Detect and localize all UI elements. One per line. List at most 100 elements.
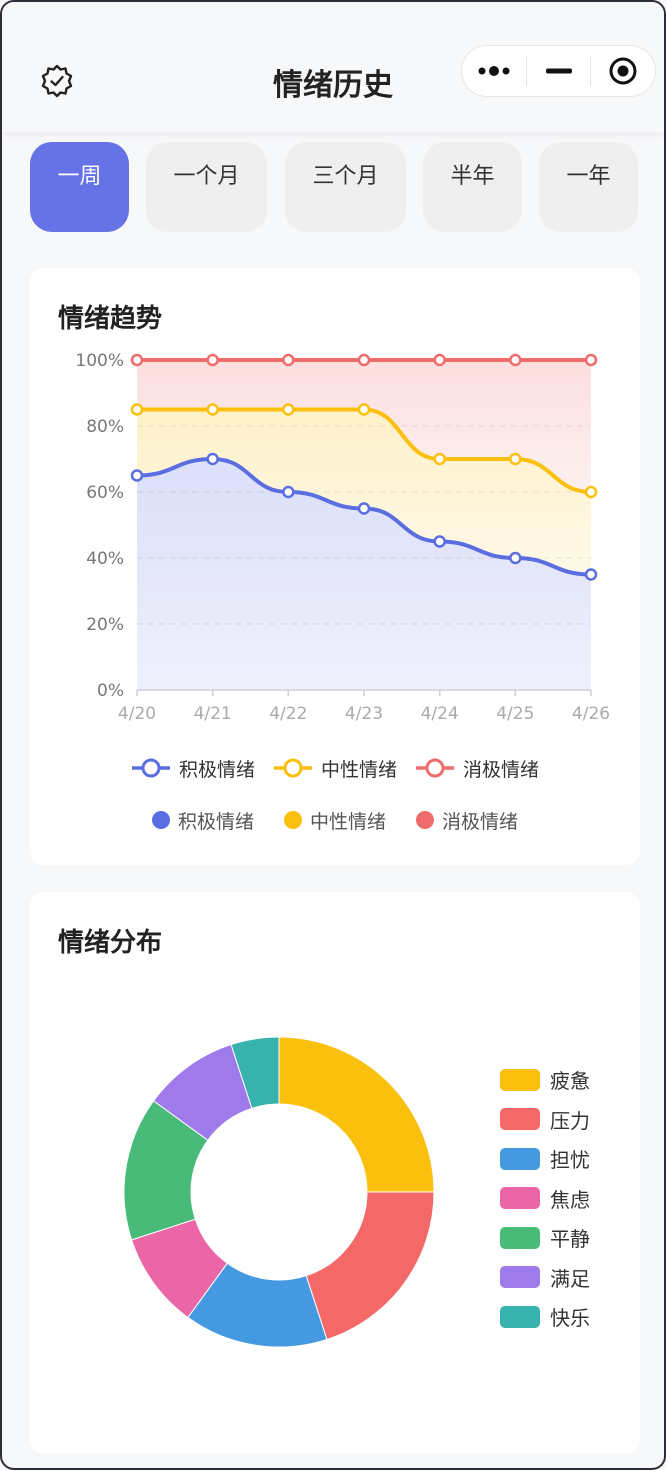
data-point-negative[interactable] [433, 353, 446, 367]
x-tick-label: 4/22 [269, 704, 307, 724]
legend-dot-marker [416, 811, 434, 829]
legend-label: 焦虑 [550, 1187, 590, 1212]
legend-line-item[interactable]: 消极情绪 [415, 755, 539, 782]
legend-dot-item[interactable]: 消极情绪 [416, 807, 518, 834]
data-point-neutral[interactable] [282, 403, 295, 416]
data-point-neutral[interactable] [509, 452, 522, 466]
tab-three-months[interactable]: 三个月 [285, 142, 406, 232]
x-tick-label: 4/26 [572, 704, 610, 724]
legend-line-marker-icon [416, 758, 454, 778]
data-point-negative[interactable] [130, 353, 144, 367]
distribution-legend-item[interactable]: 压力 [500, 1100, 630, 1140]
distribution-legend-item[interactable]: 快乐 [500, 1297, 630, 1337]
settings-button[interactable] [38, 62, 76, 100]
distribution-legend: 疲惫压力担忧焦虑平静满足快乐 [500, 1060, 630, 1337]
legend-label: 疲惫 [550, 1069, 590, 1094]
legend-swatch [500, 1305, 540, 1328]
y-tick-label: 60% [86, 483, 124, 503]
data-point-positive[interactable] [282, 485, 295, 499]
legend-line-item[interactable]: 中性情绪 [273, 755, 397, 782]
data-point-neutral[interactable] [206, 403, 219, 416]
legend-line-marker-icon [131, 758, 170, 778]
minimize-icon [545, 68, 572, 74]
legend-swatch [500, 1187, 540, 1210]
distribution-card: 情绪分布 疲惫压力担忧焦虑平静满足快乐 [30, 892, 640, 1454]
legend-dot-label: 消极情绪 [442, 810, 519, 833]
trend-card: 情绪趋势 0% 20% 40% 60% 80% 100% 4/20 4/21 4/22 4/23 4… [30, 268, 640, 865]
distribution-legend-item[interactable]: 满足 [500, 1258, 630, 1298]
legend-label: 担忧 [550, 1148, 590, 1173]
legend-line-item[interactable]: 积极情绪 [131, 755, 255, 782]
distribution-legend-item[interactable]: 担忧 [500, 1139, 630, 1179]
more-dots-icon [478, 66, 510, 76]
distribution-legend-item[interactable]: 疲惫 [500, 1060, 630, 1100]
data-point-neutral[interactable] [433, 452, 446, 466]
y-tick-label: 0% [97, 681, 124, 701]
y-tick-label: 80% [86, 417, 124, 437]
distribution-donut-chart [123, 1036, 435, 1348]
data-point-positive[interactable] [433, 535, 446, 548]
legend-swatch [500, 1226, 540, 1249]
legend-line-marker-icon [273, 758, 312, 778]
trend-card-title: 情绪趋势 [58, 304, 163, 334]
legend-dot-item[interactable]: 积极情绪 [151, 807, 254, 834]
data-point-neutral[interactable] [584, 485, 598, 499]
legend-dot-marker [151, 811, 170, 829]
data-point-positive[interactable] [206, 452, 219, 466]
legend-line-label: 中性情绪 [320, 758, 397, 781]
legend-swatch [500, 1108, 540, 1131]
y-tick-label: 40% [86, 549, 124, 569]
capsule-divider [590, 56, 592, 86]
data-point-positive[interactable] [130, 469, 144, 482]
data-point-neutral[interactable] [130, 403, 144, 416]
donut-slice-1[interactable] [278, 1036, 435, 1193]
data-point-positive[interactable] [509, 551, 522, 565]
legend-dot-item[interactable]: 中性情绪 [283, 807, 386, 834]
data-point-negative[interactable] [357, 353, 371, 367]
data-point-neutral[interactable] [357, 403, 371, 416]
data-point-negative[interactable] [282, 353, 295, 367]
legend-label: 平静 [550, 1227, 590, 1252]
tab-month[interactable]: 一个月 [146, 142, 267, 232]
data-point-negative[interactable] [206, 353, 219, 367]
legend-swatch [500, 1266, 540, 1289]
trend-legend-line: 积极情绪 中性情绪 消极情绪 [30, 753, 640, 783]
trend-legend-dot: 积极情绪 中性情绪 消极情绪 [30, 805, 640, 835]
area-positive [137, 459, 591, 690]
distribution-legend-item[interactable]: 平静 [500, 1218, 630, 1258]
x-tick-label: 4/25 [496, 704, 534, 724]
x-tick-label: 4/21 [194, 704, 232, 724]
legend-line-label: 积极情绪 [178, 758, 255, 781]
donut-slice-2[interactable] [305, 1191, 435, 1341]
x-tick-label: 4/20 [118, 704, 156, 724]
tab-week[interactable]: 一周 [30, 142, 129, 232]
legend-line-label: 消极情绪 [463, 758, 540, 781]
legend-dot-marker [283, 811, 302, 829]
legend-label: 快乐 [550, 1306, 590, 1331]
distribution-card-title: 情绪分布 [58, 928, 163, 958]
legend-label: 满足 [550, 1266, 590, 1291]
mini-program-capsule [461, 45, 656, 97]
capsule-divider [525, 56, 527, 86]
data-point-negative[interactable] [584, 353, 598, 367]
legend-label: 压力 [550, 1108, 590, 1133]
legend-swatch [500, 1147, 540, 1170]
tab-half-year[interactable]: 半年 [423, 142, 522, 232]
legend-swatch [500, 1068, 540, 1091]
area-neutral [137, 409, 591, 575]
nav-header: 情绪历史 [2, 2, 664, 132]
minimize-button[interactable] [527, 46, 591, 96]
tab-year[interactable]: 一年 [539, 142, 638, 232]
data-point-positive[interactable] [584, 568, 598, 581]
y-tick-label: 20% [86, 615, 124, 635]
legend-dot-label: 中性情绪 [309, 810, 386, 833]
data-point-positive[interactable] [357, 502, 371, 515]
close-button[interactable] [591, 46, 655, 96]
donut-slice-7[interactable] [230, 1036, 280, 1109]
distribution-legend-item[interactable]: 焦虑 [500, 1179, 630, 1219]
x-tick-label: 4/23 [345, 704, 383, 724]
page-title: 情绪历史 [273, 68, 393, 103]
more-button[interactable] [462, 46, 526, 96]
data-point-negative[interactable] [509, 353, 522, 367]
settings-badge-icon [41, 64, 73, 98]
